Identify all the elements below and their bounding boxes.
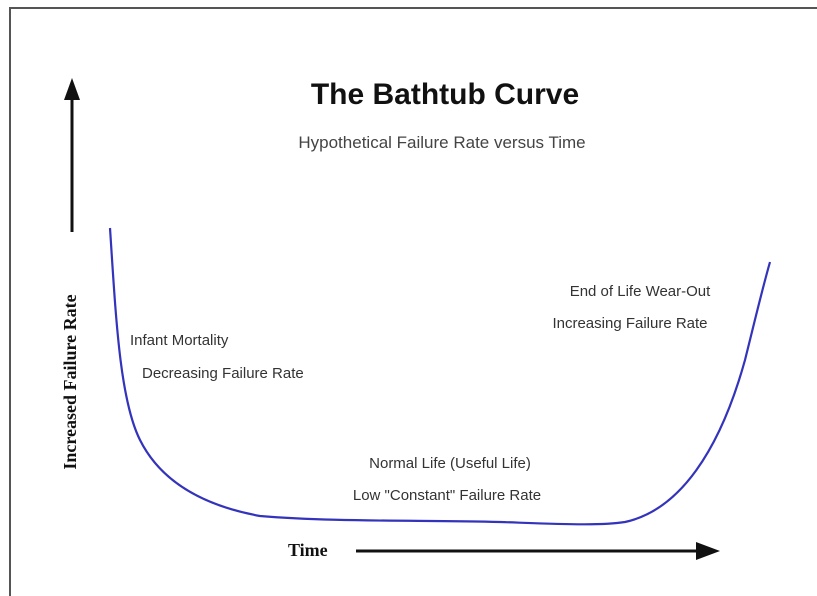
annotation: Increasing Failure Rate xyxy=(552,315,707,332)
y-axis-label: Increased Failure Rate xyxy=(60,294,80,469)
annotation: Infant Mortality xyxy=(130,332,229,349)
x-axis-label: Time xyxy=(288,540,328,560)
subtitle: Hypothetical Failure Rate versus Time xyxy=(298,133,585,152)
title: The Bathtub Curve xyxy=(311,78,579,111)
annotation: Normal Life (Useful Life) xyxy=(369,455,531,472)
x-arrowhead xyxy=(696,542,720,560)
annotation: Low "Constant" Failure Rate xyxy=(353,487,541,504)
y-arrowhead xyxy=(64,78,80,100)
annotation: Decreasing Failure Rate xyxy=(142,365,304,382)
frame xyxy=(9,7,817,596)
annotation: End of Life Wear-Out xyxy=(570,283,711,300)
bathtub-curve xyxy=(108,227,772,526)
